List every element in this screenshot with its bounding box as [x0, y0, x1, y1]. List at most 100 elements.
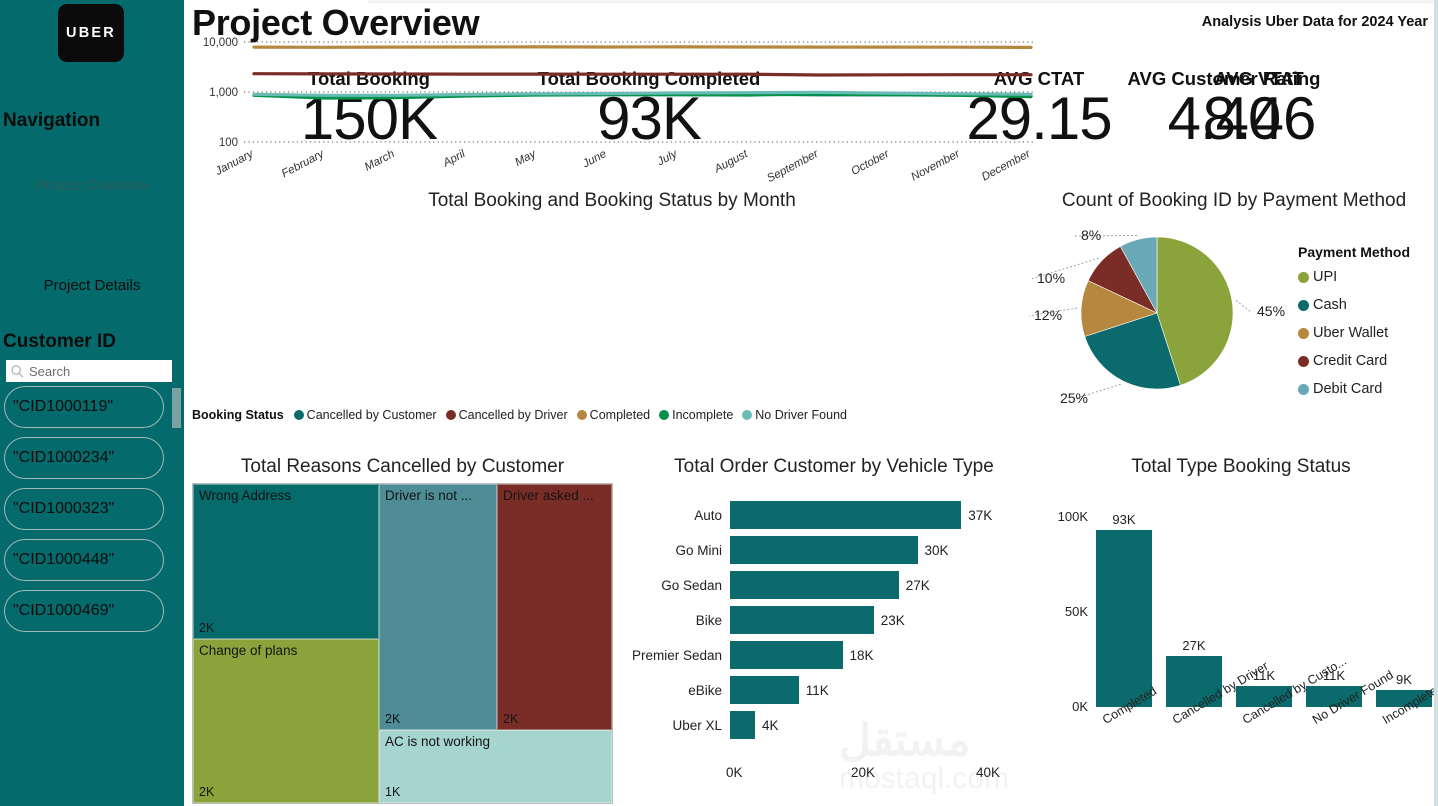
- treemap-cell[interactable]: Change of plans 2K: [193, 639, 379, 803]
- bar-category-label: Premier Sedan: [631, 647, 722, 663]
- bar-row[interactable]: Premier Sedan 18K: [624, 641, 1044, 669]
- legend-swatch: [1298, 327, 1309, 339]
- customer-id-chip[interactable]: "CID1000469": [4, 590, 164, 632]
- column-bar[interactable]: [1096, 530, 1152, 707]
- axis-tick-label: 40K: [976, 765, 1001, 780]
- customer-id-chip[interactable]: "CID1000234": [4, 437, 164, 479]
- column-value-label: 27K: [1182, 637, 1206, 653]
- column-bar[interactable]: [1376, 689, 1432, 707]
- bar-fill[interactable]: [730, 501, 962, 529]
- search-input[interactable]: Search: [29, 363, 71, 379]
- legend-swatch: [659, 410, 670, 420]
- legend-label: Cash: [1313, 297, 1347, 313]
- svg-text:8%: 8%: [1081, 227, 1101, 243]
- customer-id-chip[interactable]: "CID1000119": [4, 386, 164, 428]
- kpi-label: AVG VTAT: [1214, 68, 1304, 89]
- kpi-avg-vtat: AVG VTAT 8.46: [929, 68, 1438, 150]
- treemap-cell[interactable]: AC is not working 1K: [379, 730, 612, 803]
- svg-text:October: October: [849, 148, 892, 178]
- legend-item[interactable]: Uber Wallet: [1298, 325, 1410, 341]
- kpi-label: AVG Customer Rating: [1127, 68, 1321, 89]
- svg-text:April: April: [440, 148, 467, 170]
- booking-status-line-chart[interactable]: 100 1,000 10,000 January February March April…: [192, 28, 1037, 208]
- bar-fill[interactable]: [730, 606, 874, 634]
- bar-row[interactable]: Go Mini 30K: [624, 536, 1044, 564]
- bar-fill[interactable]: [730, 676, 799, 704]
- legend-item[interactable]: Incomplete: [659, 408, 733, 422]
- legend-swatch: [1298, 299, 1309, 311]
- customer-id-chip[interactable]: "CID1000323": [4, 488, 164, 530]
- customer-id-chip[interactable]: "CID1000448": [4, 539, 164, 581]
- payment-method-pie-chart[interactable]: 45% 25% 12% 10% 8%: [1029, 215, 1339, 405]
- sidebar-item-project-overview[interactable]: Project Overview: [35, 177, 149, 194]
- svg-text:July: July: [655, 147, 681, 168]
- treemap-cell-label: Wrong Address: [199, 488, 292, 503]
- kpi-value: 4.40: [1167, 85, 1282, 152]
- treemap-cell-label: AC is not working: [385, 734, 491, 749]
- bar-value-label: 30K: [924, 542, 949, 558]
- legend-item[interactable]: UPI: [1298, 269, 1410, 285]
- bar-row[interactable]: Uber XL 4K: [624, 711, 1044, 739]
- bar-row[interactable]: Auto 37K: [624, 501, 1044, 529]
- treemap-cell[interactable]: Driver is not ... 2K: [379, 484, 497, 730]
- legend-item[interactable]: No Driver Found: [742, 408, 847, 422]
- bar-fill[interactable]: [730, 536, 918, 564]
- customer-list-scrollbar[interactable]: [172, 388, 181, 428]
- legend-swatch: [1298, 355, 1309, 367]
- legend-label: Cancelled by Customer: [306, 408, 437, 422]
- treemap-cell-value: 2K: [199, 621, 215, 635]
- right-edge: [1434, 0, 1438, 806]
- sidebar-item-project-details[interactable]: Project Details: [43, 277, 141, 294]
- legend-item[interactable]: Cancelled by Driver: [445, 408, 568, 422]
- axis-tick-label: 20K: [851, 765, 876, 780]
- treemap-cell-value: 2K: [385, 712, 401, 726]
- legend-swatch: [576, 410, 587, 420]
- legend-item[interactable]: Debit Card: [1298, 381, 1410, 397]
- linechart-series: [252, 45, 1033, 100]
- bar-row[interactable]: Go Sedan 27K: [624, 571, 1044, 599]
- treemap-cell-value: 1K: [385, 785, 401, 799]
- bar-value-label: 11K: [805, 682, 829, 698]
- piechart-title: Count of Booking ID by Payment Method: [1061, 190, 1407, 211]
- column-bar[interactable]: [1306, 686, 1362, 707]
- uber-logo-text: UBER: [66, 25, 116, 41]
- legend-swatch: [445, 410, 456, 420]
- legend-item[interactable]: Completed: [576, 408, 650, 422]
- booking-status-column-chart[interactable]: 93K 27K 11K 11K 9K 0K 50K 100K Completed Cancel…: [1044, 483, 1438, 803]
- legend-label: UPI: [1313, 269, 1338, 285]
- treemap-cell-value: 2K: [503, 712, 519, 726]
- treemap-cell-label: Driver asked ...: [503, 488, 594, 503]
- bar-row[interactable]: eBike 11K: [624, 676, 1044, 704]
- svg-text:45%: 45%: [1257, 303, 1285, 319]
- legend-item[interactable]: Credit Card: [1298, 353, 1410, 369]
- kpi-avg-customer-rating: AVG Customer Rating 4.40: [1014, 68, 1434, 150]
- customer-search-box[interactable]: Search: [6, 360, 172, 382]
- bar-fill[interactable]: [730, 711, 755, 739]
- bar-fill[interactable]: [730, 641, 843, 669]
- column-value-label: 93K: [1112, 512, 1136, 528]
- column-value-label: 9K: [1396, 671, 1412, 687]
- treemap-cell[interactable]: Driver asked ... 2K: [497, 484, 612, 730]
- bar-fill[interactable]: [730, 571, 899, 599]
- top-edge: [368, 0, 1438, 3]
- legend-item[interactable]: Cancelled by Customer: [293, 408, 437, 422]
- legend-item[interactable]: Cash: [1298, 297, 1410, 313]
- legend-swatch: [1298, 383, 1309, 395]
- pie-slices: [1080, 236, 1234, 390]
- svg-text:May: May: [513, 147, 539, 168]
- kpi-value: 29.15: [966, 85, 1112, 152]
- axis-tick-label: 0K: [726, 765, 743, 780]
- svg-text:December: December: [980, 148, 1034, 184]
- page-subtitle: Analysis Uber Data for 2024 Year: [1201, 14, 1428, 30]
- linechart-y-ticks: 100 1,000 10,000: [203, 37, 238, 149]
- vehicle-type-bar-chart[interactable]: Auto 37K Go Mini 30K Go Sedan 27K Bike 23K Premi…: [624, 483, 1044, 803]
- treemap-cell[interactable]: Wrong Address 2K: [193, 484, 379, 639]
- column-bar[interactable]: [1166, 655, 1222, 707]
- cancel-reasons-treemap[interactable]: Wrong Address 2K Change of plans 2K Driv…: [192, 483, 613, 804]
- column-bar[interactable]: [1236, 686, 1292, 707]
- pie-value-labels: 45% 25% 12% 10% 8%: [1029, 227, 1285, 405]
- bar-row[interactable]: Bike 23K: [624, 606, 1044, 634]
- customer-id-heading: Customer ID: [3, 331, 116, 352]
- kpi-value: 93K: [597, 85, 702, 152]
